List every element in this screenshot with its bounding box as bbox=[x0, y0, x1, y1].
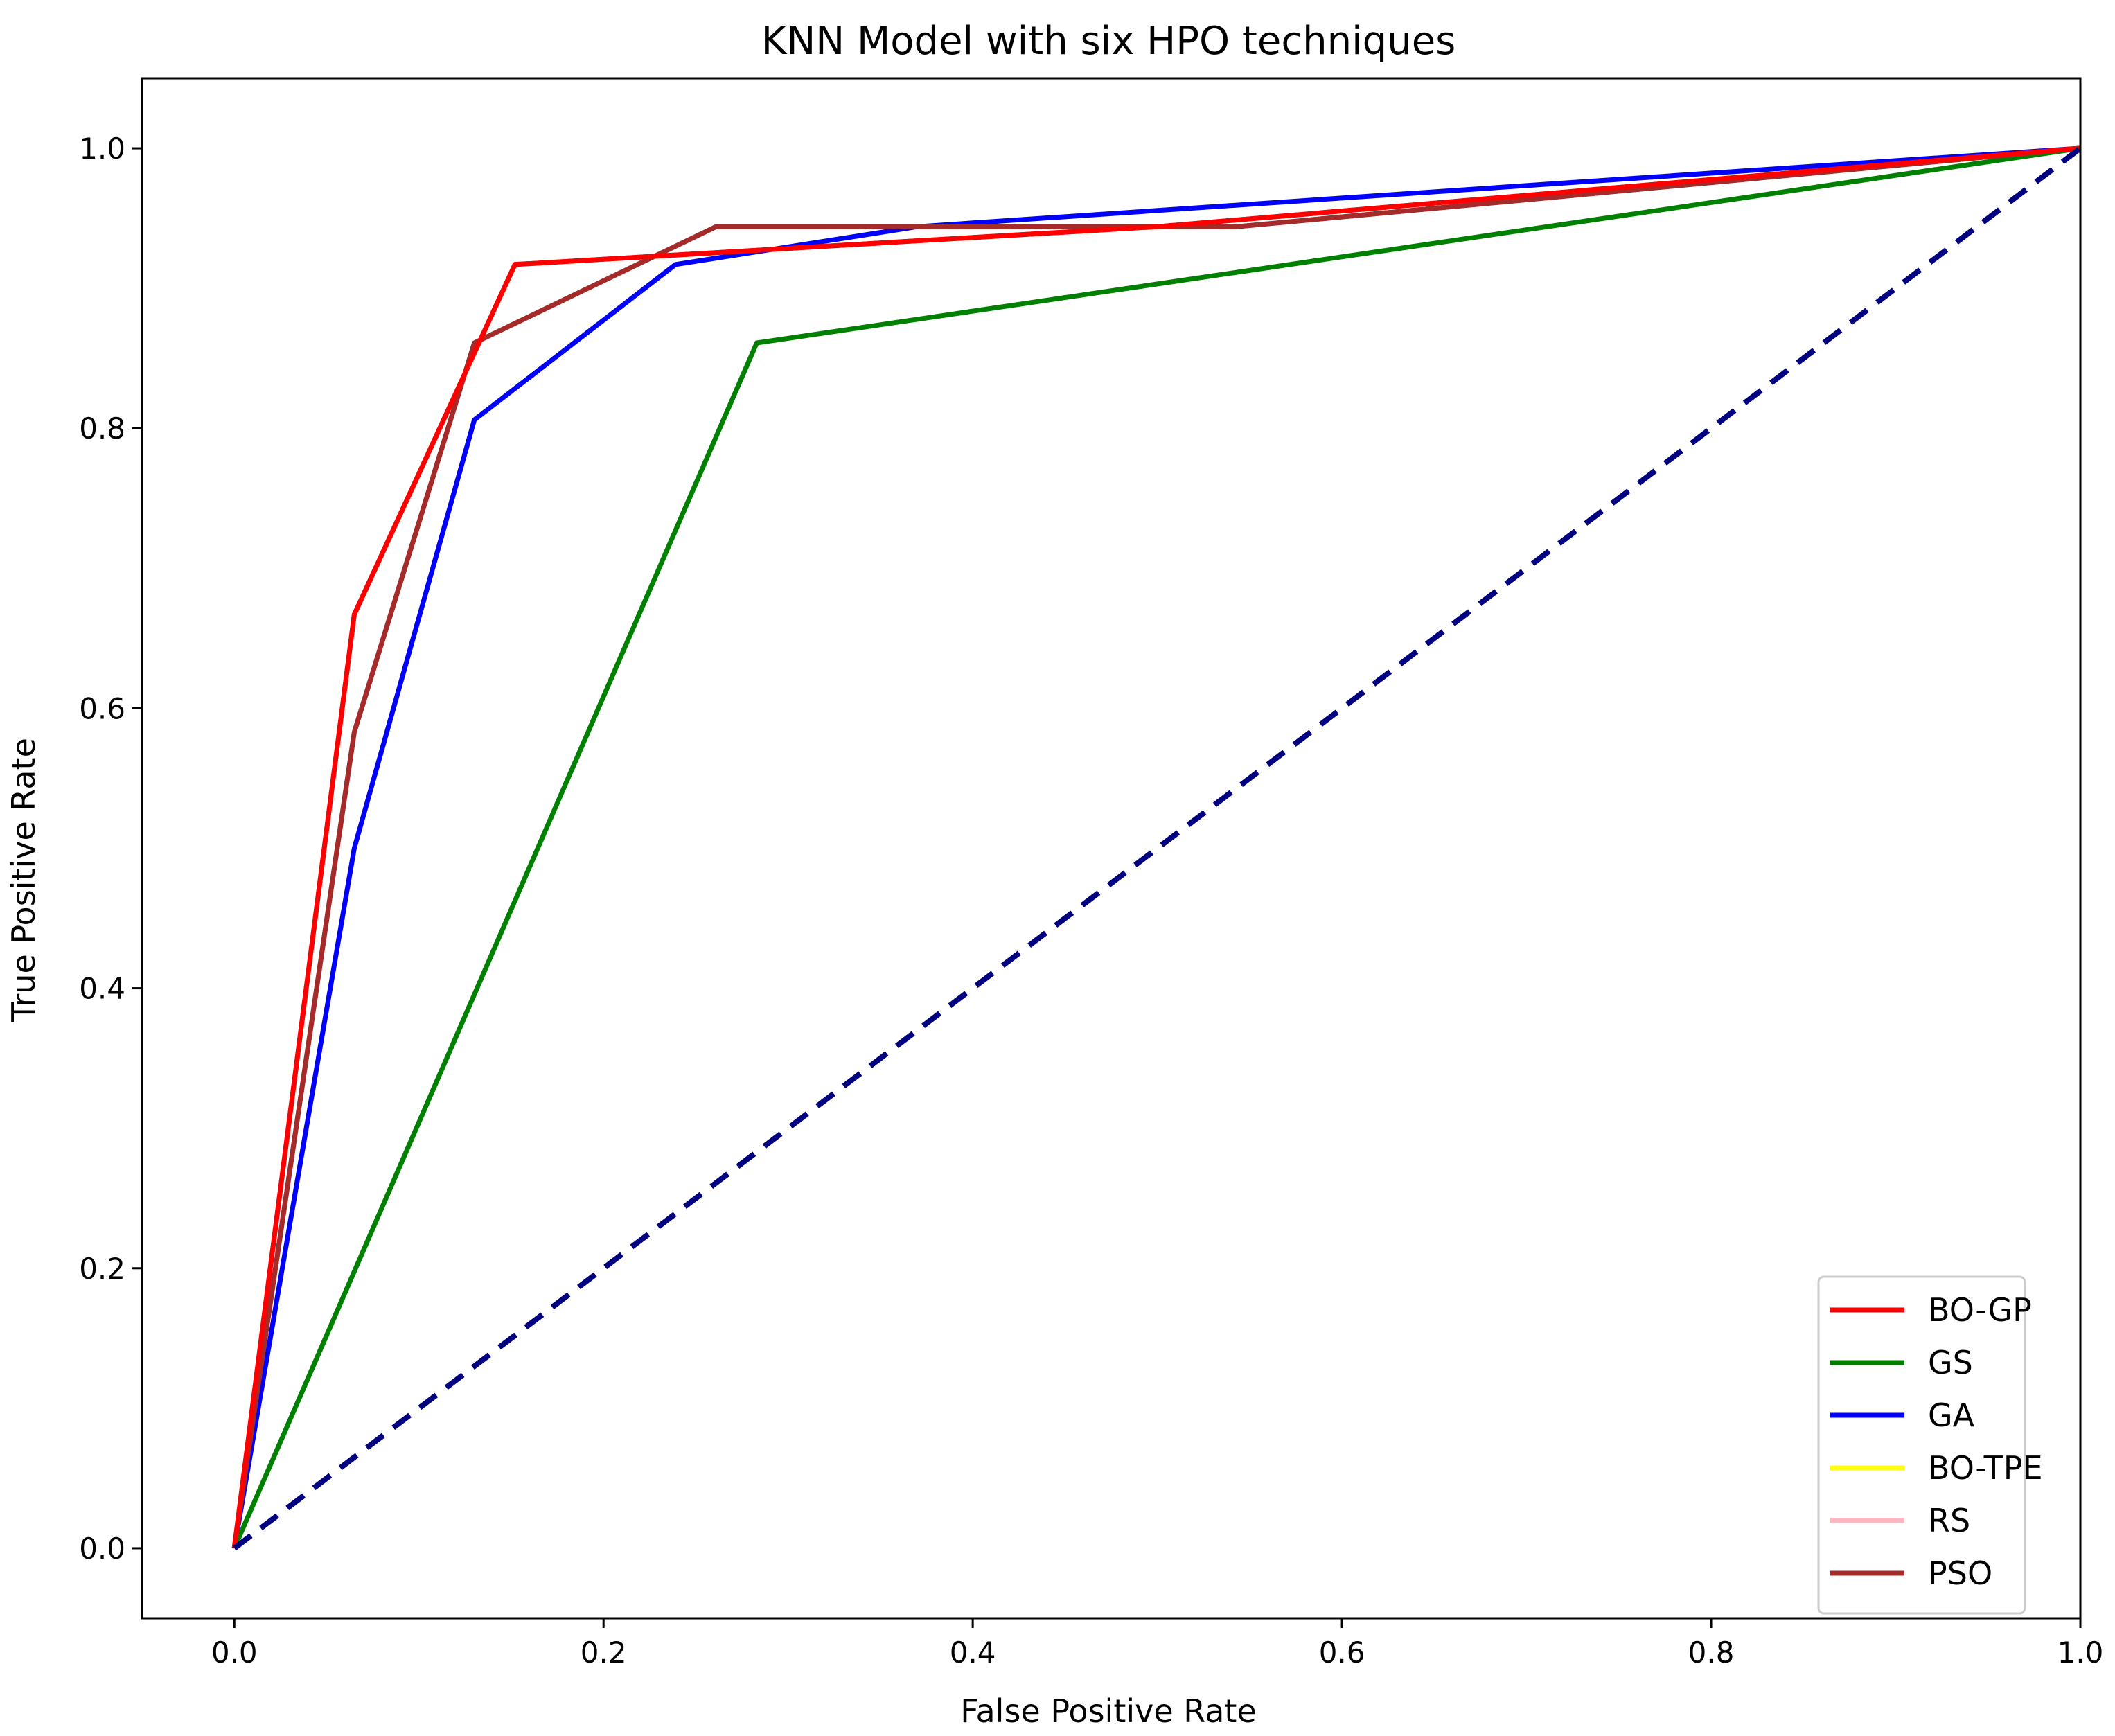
ticks-layer: 0.0 0.2 0.4 0.6 0.8 1.0 0.0 0.2 0.4 0.6 0.8 1.0 bbox=[79, 132, 2103, 1669]
y-tick-label: 0.8 bbox=[79, 411, 125, 445]
legend-label-bo-tpe: BO-TPE bbox=[1928, 1449, 2043, 1487]
x-tick-label: 1.0 bbox=[2058, 1636, 2104, 1669]
x-tick-label: 0.6 bbox=[1319, 1636, 1365, 1669]
legend-label-rs: RS bbox=[1928, 1502, 1970, 1539]
series-line-bo-gp-top bbox=[231, 145, 2081, 1549]
x-tick-label: 0.0 bbox=[211, 1636, 258, 1669]
plot-frame bbox=[141, 77, 2082, 1620]
x-tick-label: 0.2 bbox=[581, 1636, 627, 1669]
x-tick-label: 0.4 bbox=[950, 1636, 996, 1669]
y-tick-label: 0.6 bbox=[79, 691, 125, 725]
series-line-pso-top bbox=[231, 145, 2081, 1549]
y-tick-label: 1.0 bbox=[79, 132, 125, 166]
x-tick-label: 0.8 bbox=[1688, 1636, 1735, 1669]
series-line-ga bbox=[231, 145, 2081, 1549]
x-axis-label: False Positive Rate bbox=[960, 1692, 1257, 1730]
legend-label-pso: PSO bbox=[1928, 1555, 1992, 1592]
chance-reference-line bbox=[232, 145, 2082, 1551]
legend-label-ga: GA bbox=[1928, 1397, 1975, 1434]
series-line-gs bbox=[231, 145, 2081, 1550]
y-tick-label: 0.4 bbox=[79, 972, 125, 1006]
y-tick-label: 0.0 bbox=[79, 1532, 125, 1566]
legend-label-gs: GS bbox=[1928, 1344, 1973, 1381]
y-axis-label: True Positive Rate bbox=[5, 738, 42, 1022]
legend-label-bo-gp: BO-GP bbox=[1928, 1291, 2032, 1329]
series-layer bbox=[231, 145, 2082, 1551]
chart-title: KNN Model with six HPO techniques bbox=[761, 19, 1456, 64]
y-tick-label: 0.2 bbox=[79, 1252, 125, 1286]
legend: BO-GP GS GA BO-TPE RS PSO bbox=[1817, 1275, 2043, 1615]
